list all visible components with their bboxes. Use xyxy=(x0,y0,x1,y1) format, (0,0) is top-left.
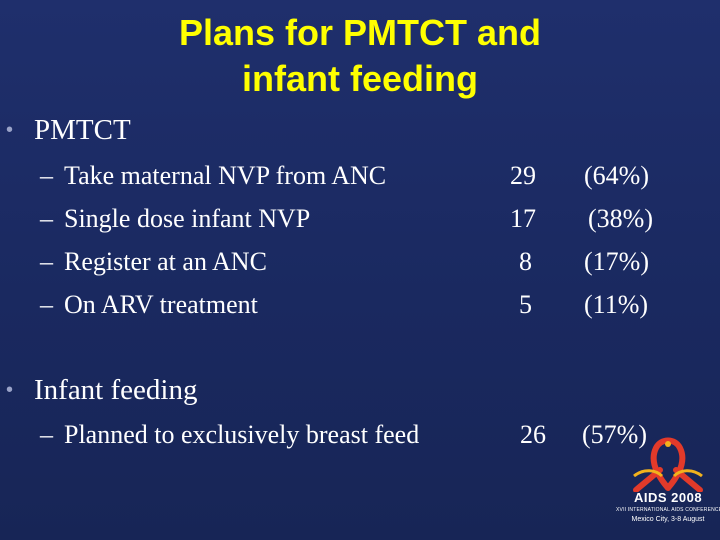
list-item: – Register at an ANC xyxy=(40,247,267,277)
dash-icon: – xyxy=(40,161,53,190)
bullet-infant-feeding: • Infant feeding xyxy=(6,374,197,407)
list-item-count: 29 xyxy=(510,161,536,190)
bullet-label: Infant feeding xyxy=(34,374,198,406)
list-item: – Take maternal NVP from ANC xyxy=(40,161,386,191)
list-item-count: 26 xyxy=(520,420,546,449)
dash-icon: – xyxy=(40,290,53,319)
list-item-count: 8 xyxy=(519,247,532,276)
list-item: – Single dose infant NVP xyxy=(40,204,310,234)
list-item: – On ARV treatment xyxy=(40,290,258,320)
aids-2008-logo: AIDS 2008 XVII INTERNATIONAL AIDS CONFER… xyxy=(616,430,720,540)
logo-line-2: XVII INTERNATIONAL AIDS CONFERENCE xyxy=(616,507,720,513)
list-item-text: Take maternal NVP from ANC xyxy=(64,161,387,190)
list-item: – Planned to exclusively breast feed xyxy=(40,420,419,450)
list-item-percent: (64%) xyxy=(584,161,649,190)
list-item-count: 5 xyxy=(519,290,532,319)
list-item-text: Single dose infant NVP xyxy=(64,204,311,233)
list-item-text: Register at an ANC xyxy=(64,247,267,276)
logo-line-3: Mexico City, 3-8 August xyxy=(631,516,705,523)
list-item-percent: (57%) xyxy=(582,420,647,449)
list-item-percent: (38%) xyxy=(588,204,653,233)
list-item-count: 17 xyxy=(510,204,536,233)
bullet-pmtct: • PMTCT xyxy=(6,114,131,147)
slide-title-line-2: infant feeding xyxy=(242,58,478,99)
dash-icon: – xyxy=(40,247,53,276)
bullet-dot-icon: • xyxy=(6,379,14,401)
slide-title: Plans for PMTCT and infant feeding xyxy=(100,10,620,102)
list-item-text: On ARV treatment xyxy=(64,290,258,319)
list-item-percent: (11%) xyxy=(584,290,649,319)
logo-name: AIDS 2008 xyxy=(633,490,703,505)
ribbon-icon xyxy=(633,437,703,493)
slide-title-line-1: Plans for PMTCT and xyxy=(178,12,542,53)
list-item-text: Planned to exclusively breast feed xyxy=(64,420,420,449)
bullet-dot-icon: • xyxy=(6,119,14,141)
dash-icon: – xyxy=(40,420,53,449)
list-item-percent: (17%) xyxy=(584,247,649,276)
bullet-label: PMTCT xyxy=(34,114,131,146)
dash-icon: – xyxy=(40,204,53,233)
